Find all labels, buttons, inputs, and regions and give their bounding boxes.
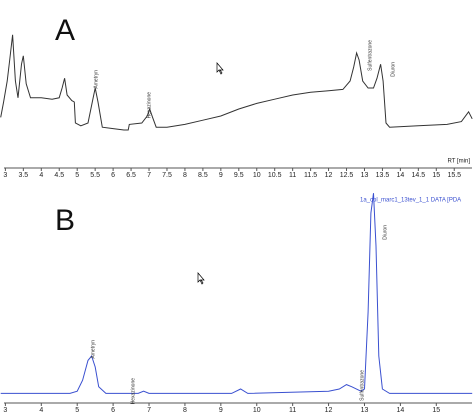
x-tick-label: 4: [39, 407, 43, 414]
x-tick-label: 14: [396, 407, 404, 414]
x-tick-label: 11: [289, 407, 296, 414]
x-tick-label: 11.5: [304, 172, 317, 179]
panel-label: B: [55, 204, 75, 237]
x-tick-label: 6: [111, 407, 115, 414]
x-tick-label: 9: [219, 172, 223, 179]
panel-label: A: [55, 14, 75, 47]
cursor: [216, 62, 224, 75]
x-tick-label: 15: [432, 407, 440, 414]
x-tick-label: 13: [361, 407, 369, 414]
x-tick-label: 15.5: [447, 172, 461, 179]
x-tick-label: 8: [183, 407, 187, 414]
x-tick-label: 3: [3, 172, 7, 179]
cursor: [197, 272, 205, 285]
x-tick-label: 7: [147, 172, 151, 179]
peak-label: Hexazinone: [130, 378, 136, 405]
x-tick-label: 12: [325, 172, 333, 179]
legend-entry: 1a_col_marc1_13tev_1_1 DATA [PDA: [360, 198, 461, 204]
x-tick-label: 6.5: [126, 172, 136, 179]
x-tick-label: 7: [147, 407, 151, 414]
peak-label: Diuron: [390, 62, 396, 77]
x-tick-label: 12: [325, 407, 333, 414]
x-tick-label: 14.5: [412, 172, 426, 179]
x-tick-label: 10.5: [268, 172, 282, 179]
x-tick-label: 12.5: [340, 172, 354, 179]
x-tick-label: 3.5: [18, 172, 28, 179]
x-tick-label: 4: [39, 172, 43, 179]
x-tick-label: 7.5: [162, 172, 172, 179]
trace: [0, 193, 473, 394]
x-tick-label: 14: [396, 172, 404, 179]
x-tick-label: 8.5: [198, 172, 208, 179]
x-tick-label: 6: [111, 172, 115, 179]
peak-label: Diuron: [382, 225, 388, 240]
peak-label: Ametryn: [90, 340, 96, 359]
peak-label: Hexazinone: [146, 92, 152, 119]
x-tick-label: 10: [253, 407, 261, 414]
x-tick-label: 13: [361, 172, 369, 179]
x-tick-label: 11: [289, 172, 296, 179]
peak-label: Sulfentrazone: [367, 40, 373, 71]
x-tick-label: 9: [219, 407, 223, 414]
x-tick-label: 8: [183, 172, 187, 179]
trace: [0, 34, 473, 131]
x-tick-label: 10: [253, 172, 261, 179]
x-tick-label: 15: [432, 172, 440, 179]
peak-label: Sulfentrazone: [359, 370, 365, 401]
x-tick-label: 5: [75, 407, 79, 414]
x-tick-label: 5.5: [90, 172, 100, 179]
x-tick-label: 3: [3, 407, 7, 414]
x-axis-label: RT [min]: [448, 159, 471, 165]
x-tick-label: 5: [75, 172, 79, 179]
x-tick-label: 13.5: [376, 172, 390, 179]
x-tick-label: 9.5: [234, 172, 244, 179]
x-tick-label: 4.5: [54, 172, 64, 179]
peak-label: Ametryn: [93, 70, 99, 89]
